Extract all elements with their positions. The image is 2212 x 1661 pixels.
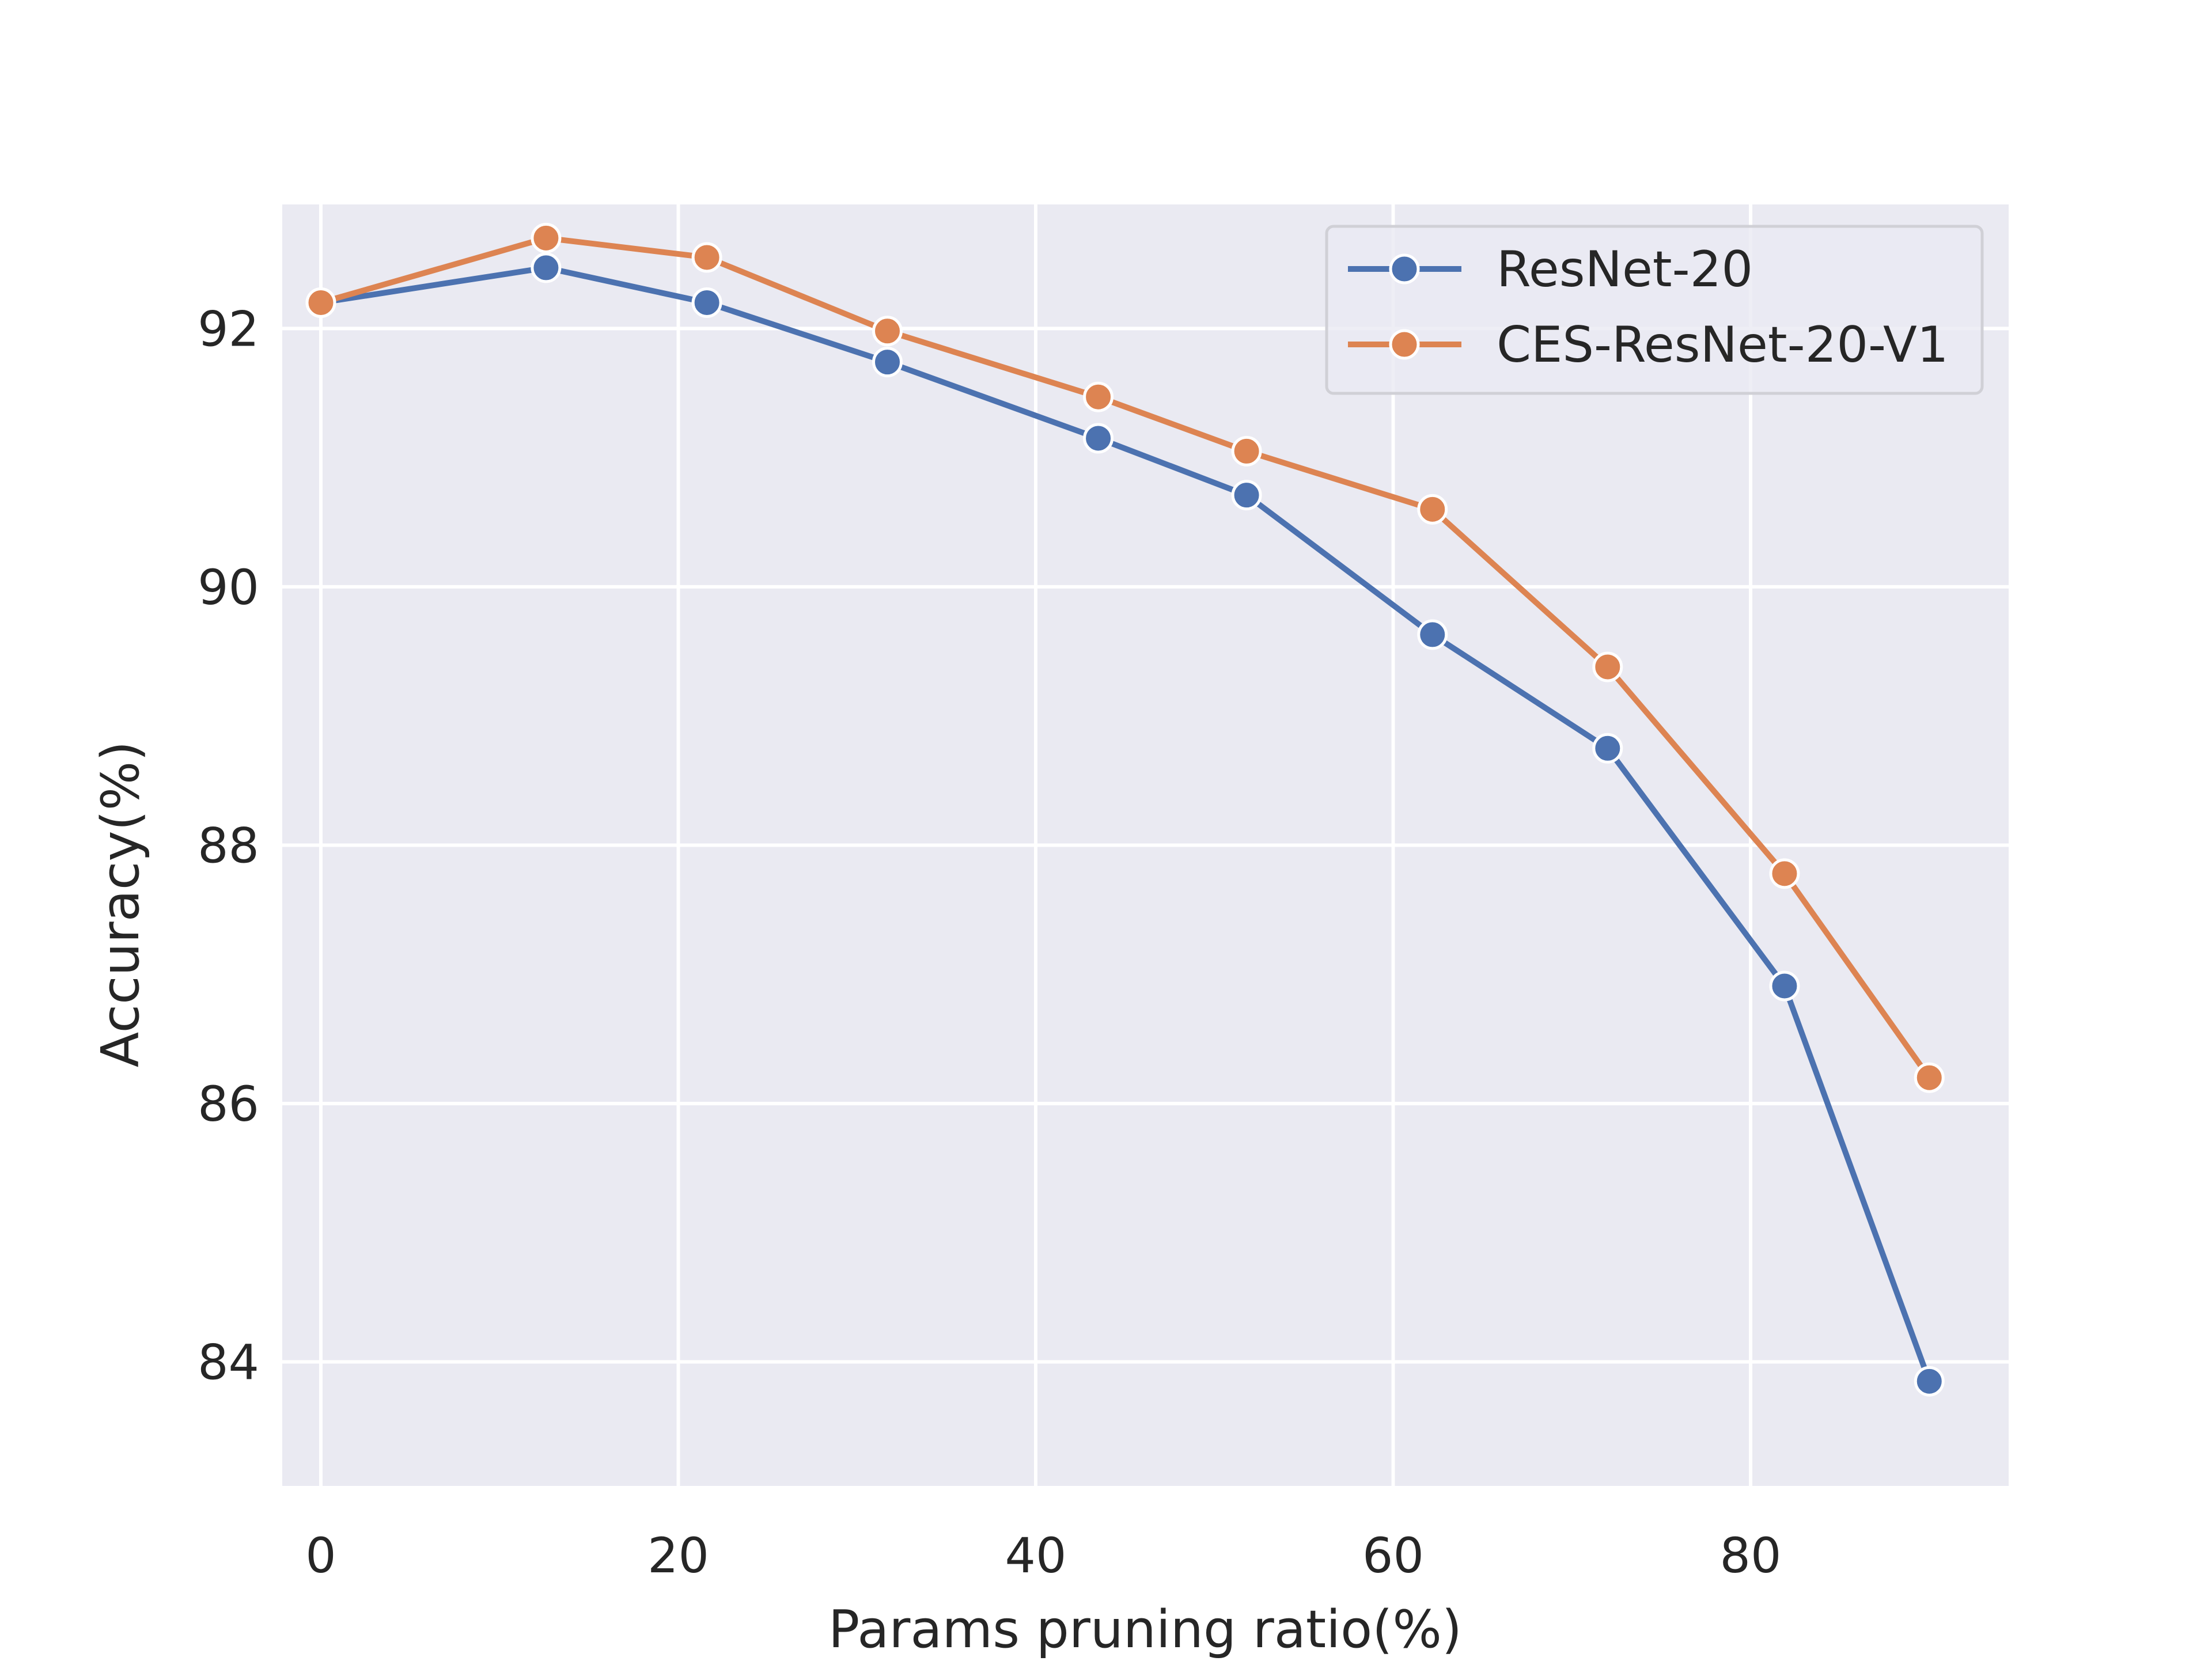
data-point <box>691 287 722 318</box>
legend-marker <box>1389 329 1420 360</box>
y-tick-label: 84 <box>198 1334 259 1391</box>
x-tick-label: 40 <box>1005 1527 1067 1584</box>
x-tick-label: 0 <box>305 1527 336 1584</box>
data-point <box>1914 1062 1945 1093</box>
x-tick-label: 60 <box>1362 1527 1424 1584</box>
series-layer <box>305 222 1945 1397</box>
legend: ResNet-20 CES-ResNet-20-V1 <box>1325 225 1984 395</box>
x-tick-label: 20 <box>647 1527 709 1584</box>
legend-label: CES-ResNet-20-V1 <box>1497 316 1949 374</box>
y-tick-label: 92 <box>198 301 259 357</box>
data-series <box>305 222 1945 1093</box>
data-point <box>1417 619 1448 650</box>
data-point <box>1417 494 1448 525</box>
data-point <box>531 252 562 283</box>
y-tick-label: 88 <box>198 818 259 874</box>
y-axis-label: Accuracy(%) <box>90 741 151 1068</box>
data-point <box>1914 1366 1945 1397</box>
data-point <box>305 287 336 318</box>
y-tick-labels: 84 86 88 90 92 <box>198 301 259 1390</box>
x-axis-label: Params pruning ratio(%) <box>828 1599 1462 1659</box>
x-tick-labels: 0 20 40 60 80 <box>305 1527 1781 1584</box>
y-tick-label: 90 <box>198 559 259 616</box>
legend-item: CES-ResNet-20-V1 <box>1348 316 1949 374</box>
data-point <box>1231 480 1262 511</box>
data-point <box>1083 381 1114 412</box>
data-point <box>531 222 562 253</box>
y-tick-label: 86 <box>198 1076 259 1132</box>
legend-label: ResNet-20 <box>1497 241 1753 298</box>
legend-box <box>1325 225 1984 395</box>
data-point <box>691 242 722 273</box>
legend-item: ResNet-20 <box>1348 241 1753 298</box>
data-point <box>1083 423 1114 454</box>
data-point <box>872 316 903 347</box>
series-line <box>318 264 1933 1385</box>
data-point <box>1592 651 1623 682</box>
data-point <box>1769 970 1800 1002</box>
data-point <box>872 347 903 378</box>
legend-marker <box>1389 253 1420 285</box>
data-point <box>1231 435 1262 467</box>
x-tick-label: 80 <box>1720 1527 1782 1584</box>
grid-lines <box>282 204 2009 1486</box>
data-point <box>1769 858 1800 889</box>
data-point <box>1592 733 1623 764</box>
series-line <box>318 235 1933 1081</box>
